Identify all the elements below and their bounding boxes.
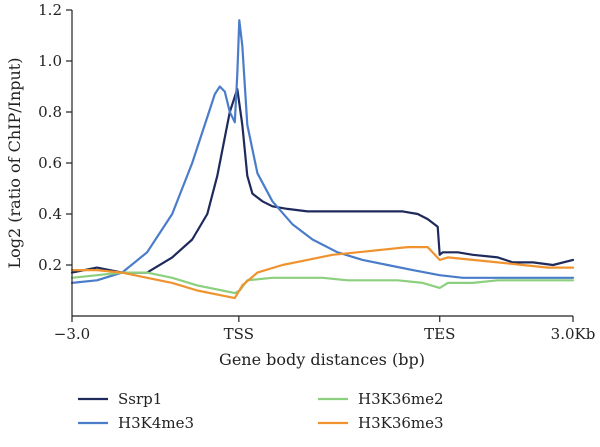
y-tick-label: 0.4 [38, 205, 62, 223]
x-axis-label: Gene body distances (bp) [219, 350, 425, 369]
x-tick-label: 3.0Kb [551, 325, 596, 343]
axes [71, 10, 573, 317]
series-group [70, 19, 575, 300]
legend: Ssrp1 H3K4me3 H3K36me2 H3K36me3 [78, 390, 444, 432]
series-line-h3k36me3 [70, 246, 575, 300]
legend-label-h3k36me3: H3K36me3 [358, 414, 444, 432]
series-line-ssrp1 [70, 87, 575, 274]
series-line-h3k4me3 [70, 19, 575, 284]
y-tick-label: 0.6 [38, 154, 62, 172]
y-tick-label: 1.2 [38, 1, 62, 19]
x-tick-label: TES [424, 325, 455, 343]
legend-label-ssrp1: Ssrp1 [118, 390, 162, 408]
y-tick-label: 0.2 [38, 256, 62, 274]
x-tick-label: TSS [224, 325, 254, 343]
y-tick-label: 1.0 [38, 52, 62, 70]
x-tick-label: −3.0 [54, 325, 90, 343]
legend-label-h3k36me2: H3K36me2 [358, 390, 444, 408]
legend-label-h3k4me3: H3K4me3 [118, 414, 194, 432]
y-axis-label: Log2 (ratio of ChIP/Input) [5, 58, 24, 269]
y-tick-label: 0.8 [38, 103, 62, 121]
series-line-h3k36me2 [70, 271, 575, 295]
ticks: 0.2 0.4 0.6 0.8 1.0 1.2 −3.0 TSS TES 3.0Kb [38, 1, 595, 343]
